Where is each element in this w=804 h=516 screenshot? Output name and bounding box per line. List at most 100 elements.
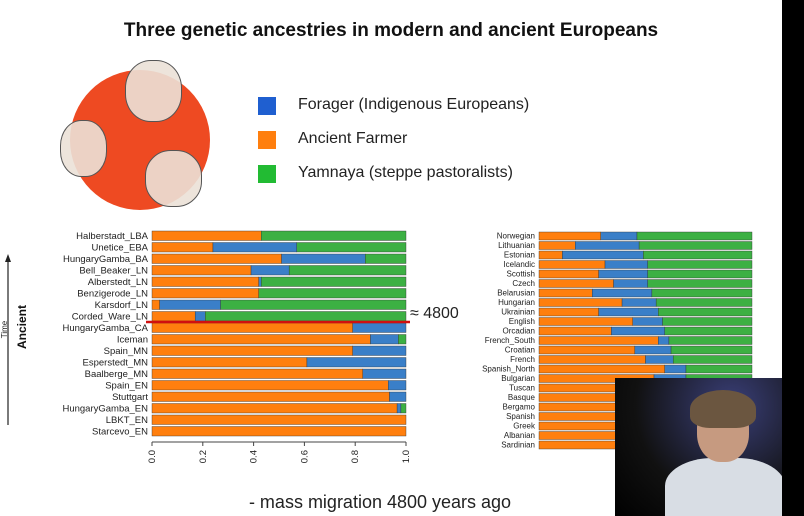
bar-segment xyxy=(664,364,687,374)
bar-segment xyxy=(562,250,644,260)
bar-segment xyxy=(365,253,407,264)
bar-segment xyxy=(621,298,657,307)
category-label: Bell_Beaker_LN xyxy=(79,266,148,277)
category-label: Sardinian xyxy=(501,441,535,450)
category-label: Benzigerode_LN xyxy=(77,289,148,300)
bar-segment xyxy=(400,403,407,414)
bar-segment xyxy=(151,426,407,437)
bar-segment xyxy=(205,311,407,322)
legend-swatch xyxy=(258,165,276,183)
bar-segment xyxy=(655,298,753,307)
category-label: HungaryGamba_BA xyxy=(63,254,149,265)
legend-label: Ancient Farmer xyxy=(298,130,408,147)
category-label: Iceman xyxy=(117,335,148,346)
category-label: Esperstedt_MN xyxy=(83,358,149,369)
legend-label: Yamnaya (steppe pastoralists) xyxy=(298,164,513,181)
bar-segment xyxy=(611,326,665,336)
category-label: Czech xyxy=(512,279,535,288)
category-label: HungaryGamba_EN xyxy=(62,404,148,415)
bar-segment xyxy=(538,260,606,269)
bar-segment xyxy=(538,241,576,250)
bar-segment xyxy=(258,276,262,287)
bar-segment xyxy=(638,241,753,250)
bar-segment xyxy=(538,250,563,260)
bar-segment xyxy=(220,299,407,310)
category-label: Orcadian xyxy=(503,327,535,336)
ancestry-illustration xyxy=(60,60,210,210)
bar-segment xyxy=(636,231,753,241)
bar-segment xyxy=(598,307,659,317)
category-label: Estonian xyxy=(504,251,535,260)
bar-segment xyxy=(651,288,753,298)
bar-segment xyxy=(634,345,672,355)
bar-segment xyxy=(632,317,663,326)
bar-segment xyxy=(538,326,612,336)
category-label: Belarusian xyxy=(497,289,535,298)
black-border xyxy=(782,0,804,516)
category-label: LBKT_EN xyxy=(106,415,148,426)
x-tick-label: 1.0 xyxy=(401,450,412,463)
category-label: Halberstadt_LBA xyxy=(76,231,148,242)
sketch-face-icon xyxy=(60,120,107,177)
x-tick-label: 0.4 xyxy=(249,450,260,463)
sketch-face-icon xyxy=(145,150,202,207)
x-tick-label: 0.0 xyxy=(147,450,158,463)
bar-segment xyxy=(398,334,407,345)
bar-segment xyxy=(151,230,262,241)
speaker-hair xyxy=(690,390,756,428)
category-label: Starcevo_EN xyxy=(92,427,148,438)
bar-segment xyxy=(604,260,648,269)
category-label: Scottish xyxy=(507,270,535,279)
bar-segment xyxy=(658,336,670,345)
legend-swatch xyxy=(258,97,276,115)
category-label: Norwegian xyxy=(497,232,535,241)
bar-segment xyxy=(396,403,402,414)
category-label: Croatian xyxy=(505,346,535,355)
category-label: Stuttgart xyxy=(112,392,148,403)
bar-segment xyxy=(281,253,366,264)
bar-segment xyxy=(538,231,601,241)
bar-segment xyxy=(389,391,407,402)
bar-segment xyxy=(643,250,753,260)
bar-segment xyxy=(296,242,407,253)
speaker-shirt xyxy=(665,458,782,516)
x-tick-label: 0.8 xyxy=(350,450,361,463)
bar-segment xyxy=(685,364,753,374)
bar-segment xyxy=(658,307,753,317)
bar-segment xyxy=(662,317,753,326)
bar-segment xyxy=(261,276,407,287)
category-label: Icelandic xyxy=(503,260,535,269)
category-label: Ukrainian xyxy=(501,308,535,317)
bar-segment xyxy=(388,380,407,391)
bar-segment xyxy=(598,269,648,279)
category-label: Spain_EN xyxy=(105,381,148,392)
bar-segment xyxy=(672,355,753,364)
bar-segment xyxy=(647,260,753,269)
category-label: Karsdorf_LN xyxy=(95,300,148,311)
bar-segment xyxy=(151,368,364,379)
category-label: Bergamo xyxy=(503,403,536,412)
x-tick-label: 0.6 xyxy=(299,450,310,463)
bar-segment xyxy=(151,265,252,276)
category-label: Tuscan xyxy=(509,384,535,393)
bar-segment xyxy=(352,345,407,356)
bar-segment xyxy=(352,322,407,333)
bar-segment xyxy=(538,355,646,364)
category-label: Spanish xyxy=(506,412,535,421)
category-label: Bulgarian xyxy=(501,374,535,383)
bar-segment xyxy=(258,288,407,299)
bar-segment xyxy=(362,368,407,379)
bar-segment xyxy=(538,307,599,317)
legend-label: Forager (Indigenous Europeans) xyxy=(298,96,530,113)
bar-segment xyxy=(151,299,160,310)
bar-segment xyxy=(151,345,353,356)
category-label: Spanish_North xyxy=(482,365,535,374)
category-label: Basque xyxy=(508,393,536,402)
category-label: Greek xyxy=(513,422,536,431)
bar-segment xyxy=(159,299,221,310)
category-label: English xyxy=(509,317,535,326)
bar-segment xyxy=(151,391,390,402)
bar-segment xyxy=(250,265,290,276)
bar-segment xyxy=(538,364,665,374)
bar-segment xyxy=(151,276,259,287)
